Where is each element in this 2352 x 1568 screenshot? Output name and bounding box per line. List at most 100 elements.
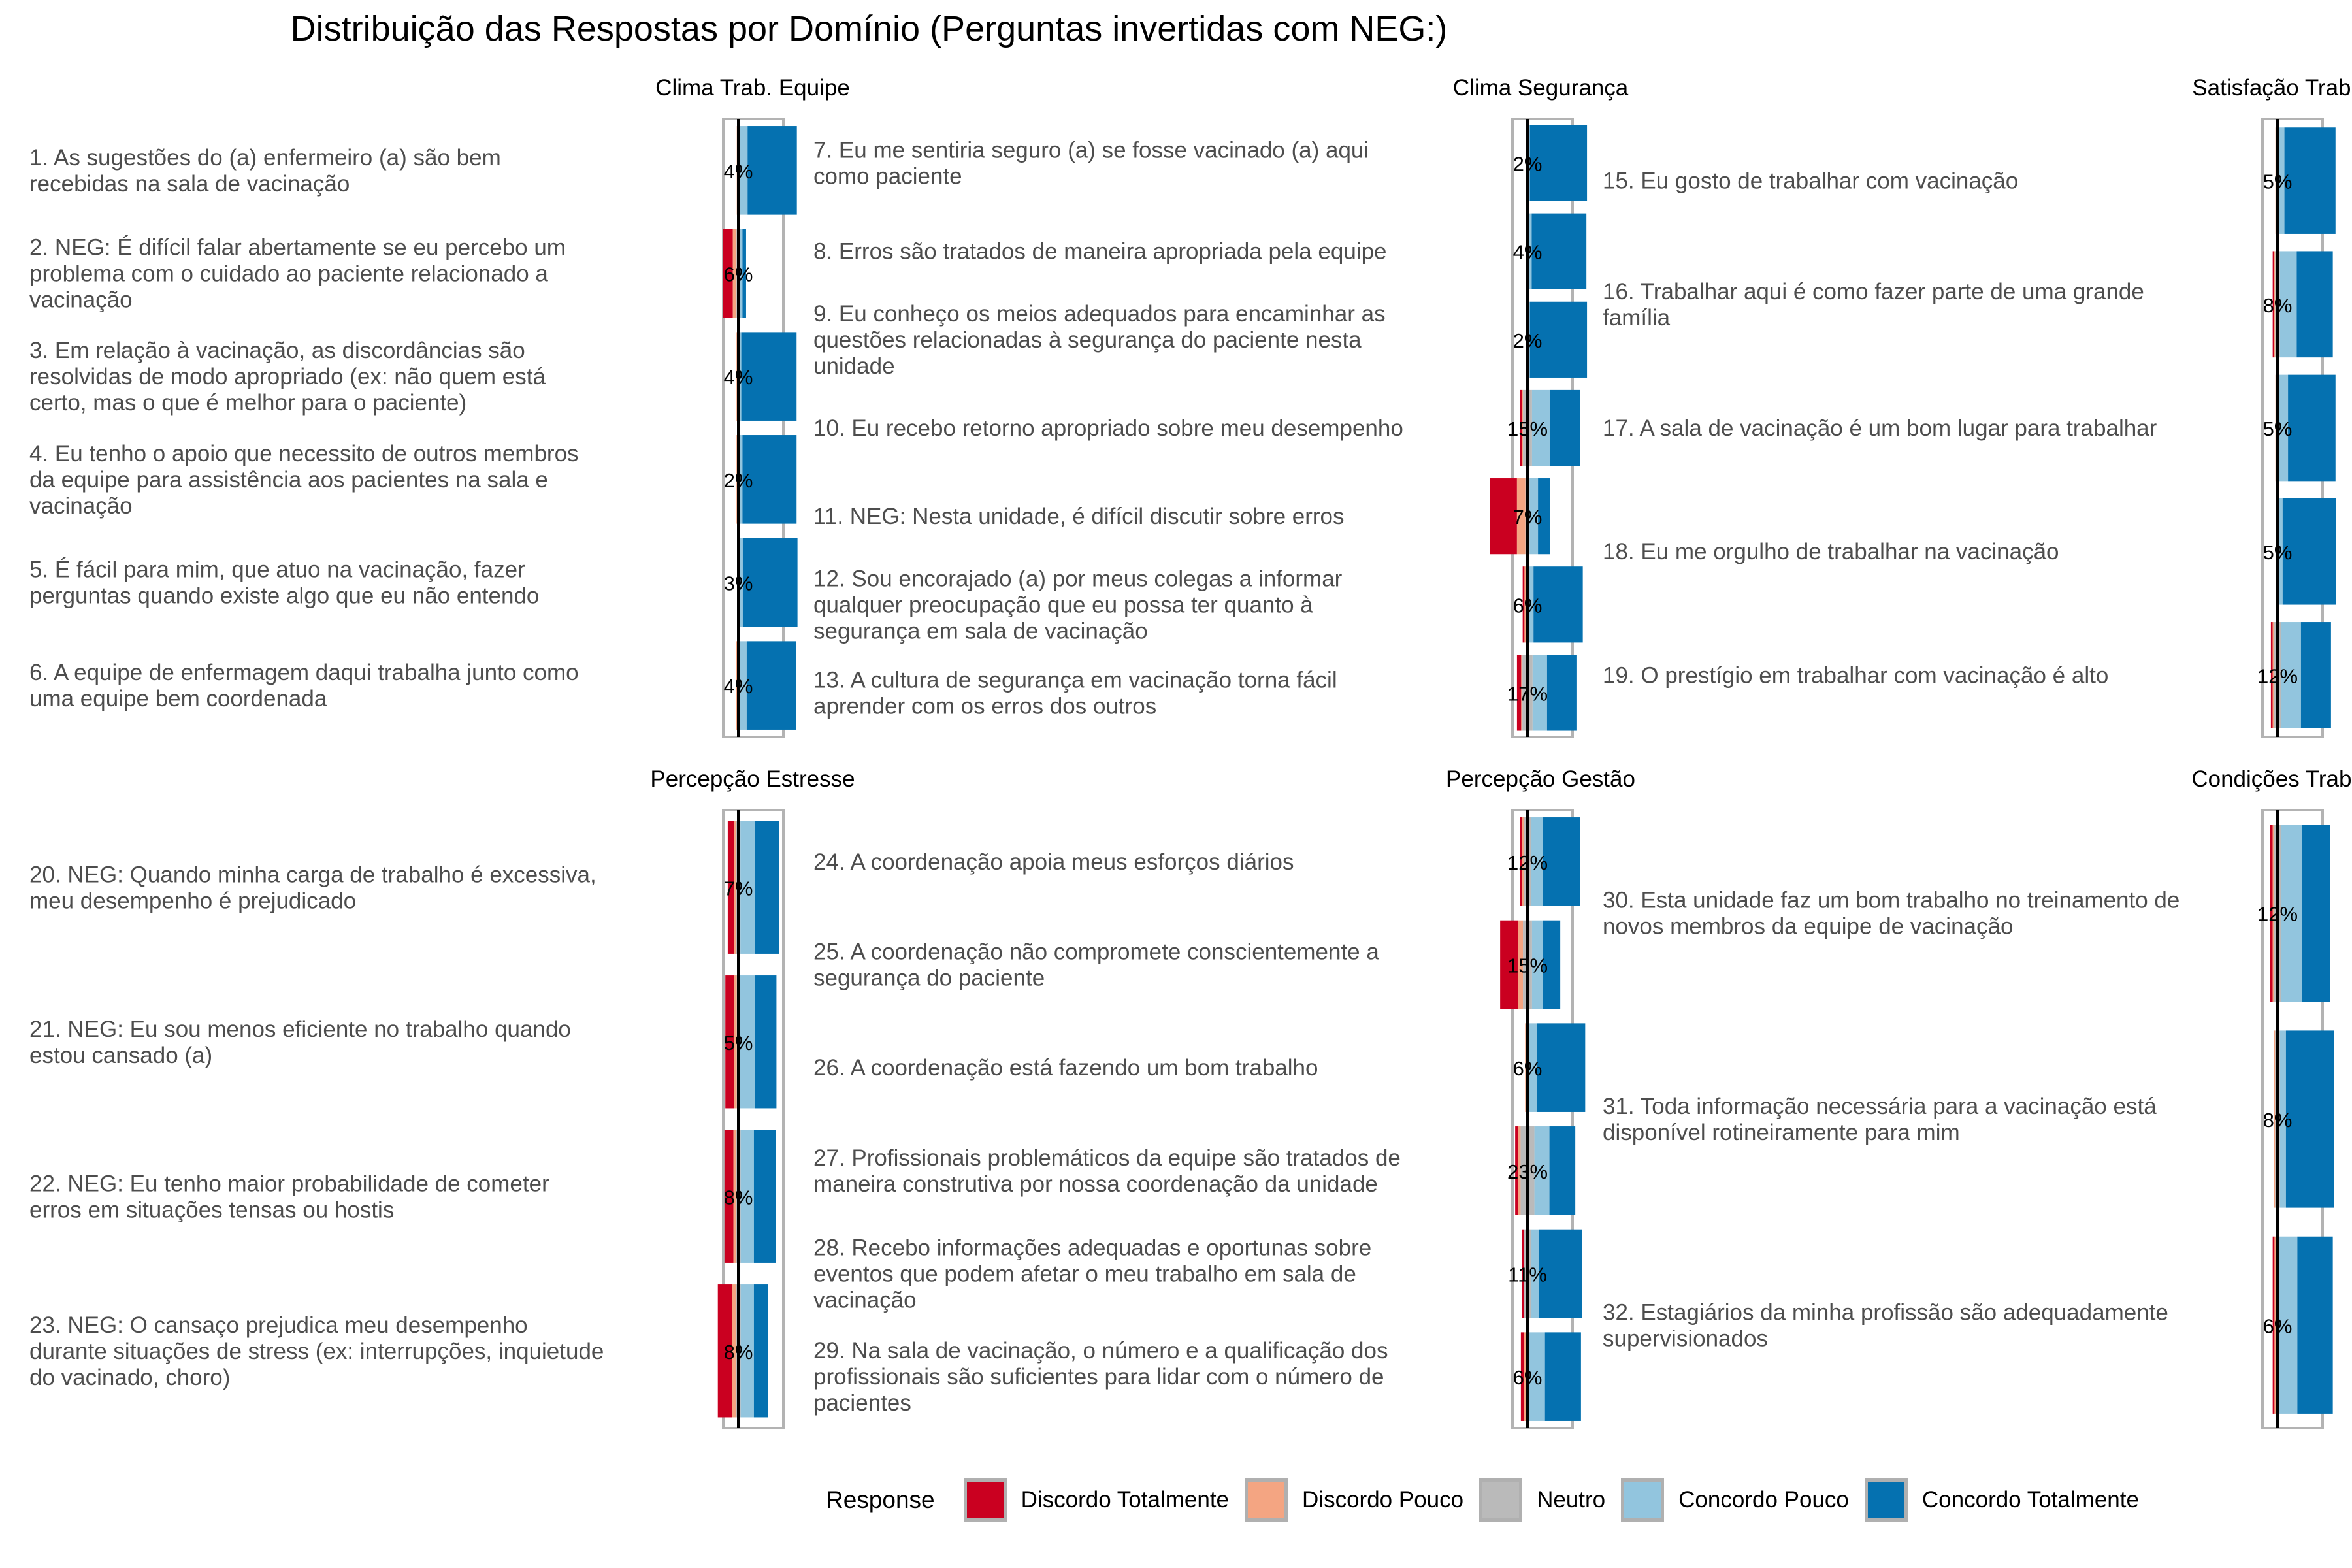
bar-segment [2274,1030,2276,1208]
legend-item: Concordo Totalmente [1864,1478,2139,1522]
bar-segment [755,821,779,954]
bar-segment [1520,389,1522,466]
panel-frame [722,118,785,738]
bar-segment [1529,301,1588,378]
bar-segment [2279,498,2283,605]
legend-swatch [1245,1478,1288,1522]
bar-segment [1531,389,1550,466]
legend-label: Concordo Totalmente [1921,1487,2139,1512]
bar-segment [1532,655,1547,731]
bar-segment [2272,251,2274,358]
bar-segment [2274,1236,2276,1414]
bar-segment [2302,825,2330,1002]
panel: Condições Trabalho12%30. Esta unidade fa… [1603,766,2352,1429]
item-label: 18. Eu me orgulho de trabalhar na vacina… [1603,539,2059,564]
item-label: 32. Estagiários da minha profissão são a… [1603,1299,2168,1351]
bar-segment [1544,1332,1581,1421]
legend-item: Neutro [1479,1478,1605,1522]
bar-segment [741,332,797,421]
panel-title: Satisfação Trabalho [2192,75,2352,101]
bar-segment [1516,655,1522,731]
bar-segment [734,975,737,1109]
item-label: 19. O prestígio em trabalhar com vacinaç… [1603,662,2108,688]
bar-segment [1529,1332,1545,1421]
item-label: 20. NEG: Quando minha carga de trabalho … [29,862,596,913]
bar-segment [1531,213,1587,289]
panel: Satisfação Trabalho5%15. Eu gosto de tra… [1603,75,2352,738]
bar-segment [2300,622,2331,728]
item-label: 31. Toda informação necessária para a va… [1603,1094,2157,1145]
bar-segment [1529,566,1534,643]
bar-segment [1529,1023,1537,1112]
legend-swatch [1621,1478,1665,1522]
bar-segment [2284,127,2336,234]
bar-segment [723,229,733,318]
bar-segment [732,229,737,318]
bar-segment [1533,566,1583,643]
item-label: 22. NEG: Eu tenho maior probabilidade de… [29,1171,549,1222]
panel-title: Percepção Gestão [1446,766,1635,792]
bar-segment [2281,622,2301,728]
bar-segment [1524,1332,1526,1421]
bar-segment [2272,622,2274,728]
item-label: 21. NEG: Eu sou menos eficiente no traba… [29,1017,571,1068]
bar-segment [1522,389,1524,466]
bar-segment [2270,825,2273,1002]
legend: Response Discordo Totalmente Discordo Pou… [826,1474,2155,1526]
bar-segment [1529,478,1539,555]
bar-segment [1490,478,1517,555]
bar-segment [2296,251,2333,358]
bar-segment [1522,566,1525,643]
bar-segment [1543,817,1580,906]
legend-label: Discordo Totalmente [1021,1487,1230,1512]
bar-segment [2279,374,2289,482]
legend-items: Discordo Totalmente Discordo Pouco Neutro C… [963,1478,2155,1522]
bar-segment [1543,920,1561,1009]
bar-segment [1550,389,1580,466]
bar-segment [717,1284,732,1418]
bar-segment [724,1130,734,1263]
bar-segment [1534,1126,1550,1215]
legend-swatch [1864,1478,1908,1522]
item-label: 29. Na sala de vacinação, o número e a q… [813,1338,1388,1416]
item-label: 16. Trabalhar aqui é como fazer parte de… [1603,279,2144,331]
bar-segment [1531,1229,1539,1318]
item-label: 17. A sala de vacinação é um bom lugar p… [1603,416,2157,441]
item-label: 7. Eu me sentiria seguro (a) se fosse va… [813,138,1369,189]
bar-segment [1546,655,1577,731]
item-label: 4. Eu tenho o apoio que necessito de out… [29,441,579,519]
bar-segment [1518,920,1524,1009]
bar-segment [2274,251,2276,358]
bar-segment [2282,498,2336,605]
item-label: 26. A coordenação está fazendo um bom tr… [813,1055,1318,1081]
item-label: 28. Recebo informações adequadas e oport… [813,1235,1371,1313]
bar-segment [2279,127,2285,234]
bar-segment [1522,817,1524,906]
legend-label: Concordo Pouco [1678,1487,1849,1512]
item-label: 15. Eu gosto de trabalhar com vacinação [1603,169,2018,194]
bar-segment [1549,1126,1576,1215]
bar-segment [740,1130,754,1263]
bar-segment [1527,301,1530,378]
bar-segment [2297,1236,2333,1414]
item-label: 3. Em relação à vacinação, as discordânc… [29,338,546,416]
bar-segment [738,332,742,421]
item-label: 24. A coordenação apoia meus esforços di… [813,849,1294,875]
bar-segment [742,229,746,318]
bar-segment [755,975,777,1109]
bar-segment [736,641,738,730]
bar-segment [2279,1030,2286,1208]
item-label: 5. É fácil para mim, que atuo na vacinaç… [29,557,539,609]
panel-title: Clima Trab. Equipe [655,75,850,101]
legend-label: Neutro [1537,1487,1606,1512]
item-label: 25. A coordenação não compromete conscie… [813,939,1379,991]
item-label: 13. A cultura de segurança em vacinação … [813,667,1337,719]
legend-item: Concordo Pouco [1621,1478,1849,1522]
bar-segment [1528,213,1532,289]
legend-swatch [963,1478,1007,1522]
item-label: 9. Eu conheço os meios adequados para en… [813,301,1386,379]
bar-segment [725,975,734,1109]
bar-segment [1516,478,1526,555]
